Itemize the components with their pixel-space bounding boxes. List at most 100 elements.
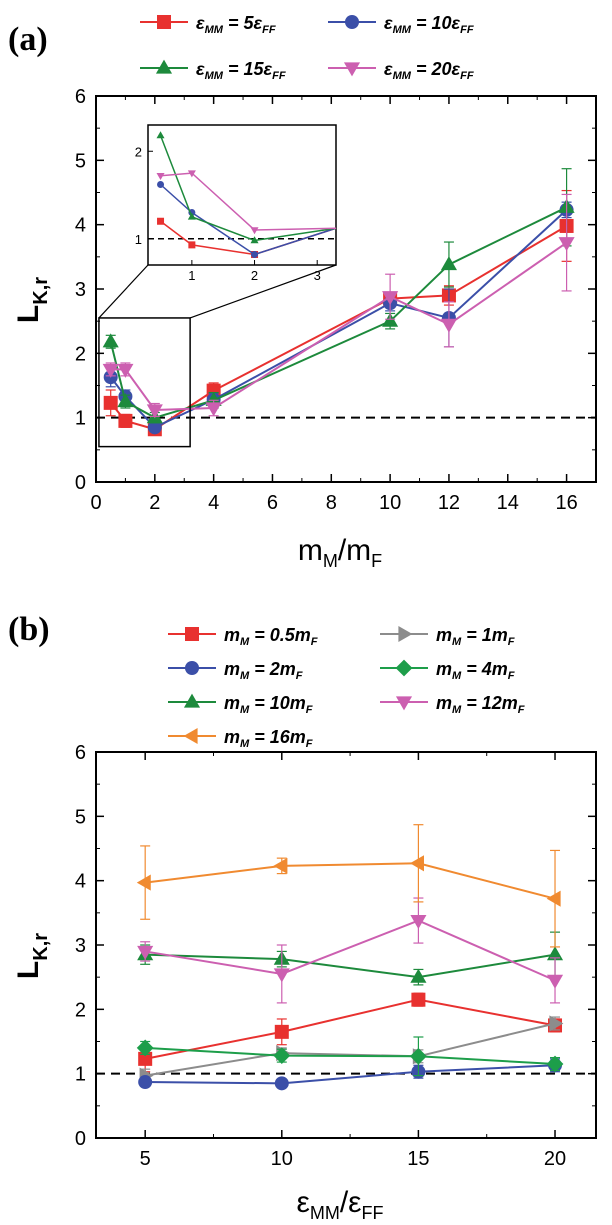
y-tick-label: 4 bbox=[75, 871, 86, 893]
y-tick-label: 5 bbox=[75, 806, 86, 828]
x-tick-label: 6 bbox=[267, 492, 278, 514]
panel-label-a: (a) bbox=[8, 21, 48, 58]
series-line bbox=[145, 1064, 556, 1085]
series-4 bbox=[102, 193, 575, 419]
legend-item: εMM = 20εFF bbox=[328, 59, 474, 82]
y-tick-label: 1 bbox=[75, 1064, 86, 1086]
y-tick-label: 3 bbox=[75, 279, 86, 301]
x-tick-label: 20 bbox=[544, 1148, 566, 1170]
data-point bbox=[410, 1047, 427, 1065]
series-line bbox=[145, 1046, 556, 1066]
x-tick-label: 2 bbox=[149, 492, 160, 514]
x-tick-label: 0 bbox=[90, 492, 101, 514]
x-tick-label: 10 bbox=[271, 1148, 293, 1170]
inset-y-tick-label: 1 bbox=[135, 232, 142, 247]
data-point bbox=[546, 946, 564, 961]
inset-data-point bbox=[188, 241, 196, 249]
inset-data-point bbox=[156, 131, 165, 139]
legend-marker bbox=[185, 627, 199, 641]
data-point bbox=[205, 402, 222, 417]
x-tick-label: 4 bbox=[208, 492, 219, 514]
y-tick-label: 1 bbox=[75, 408, 86, 430]
legend-marker bbox=[155, 59, 173, 74]
y-tick-label: 5 bbox=[75, 150, 86, 172]
legend-marker bbox=[343, 62, 361, 77]
legend-label: mM = 16mF bbox=[224, 727, 313, 750]
legend-item: mM = 10mF bbox=[168, 693, 313, 716]
legend-item: mM = 16mF bbox=[168, 727, 313, 750]
inset-data-point bbox=[157, 181, 165, 188]
data-point bbox=[146, 404, 163, 419]
legend-item: mM = 1mF bbox=[380, 625, 515, 648]
legend-item: mM = 2mF bbox=[168, 659, 303, 682]
y-tick-label: 2 bbox=[75, 999, 86, 1021]
legend-label: εMM = 15εFF bbox=[196, 59, 286, 82]
legend-b: mM = 0.5mF mM = 1mF mM = 2mF mM = 4mF mM = 1… bbox=[168, 625, 525, 750]
legend-marker bbox=[185, 661, 199, 675]
series-line bbox=[144, 998, 556, 1060]
x-axis-label: mM/mF bbox=[298, 534, 382, 571]
data-point bbox=[273, 968, 290, 983]
data-point bbox=[410, 914, 427, 929]
legend-label: mM = 12mF bbox=[436, 693, 525, 716]
data-point bbox=[546, 890, 561, 907]
series-line bbox=[145, 862, 556, 900]
inset-data-point bbox=[156, 172, 165, 180]
data-point bbox=[118, 413, 133, 428]
legend-item: εMM = 5εFF bbox=[140, 13, 276, 36]
data-point bbox=[138, 1051, 153, 1066]
data-point bbox=[382, 291, 399, 306]
data-point bbox=[410, 855, 425, 872]
zoom-connector bbox=[189, 264, 337, 319]
inset: 1 2 3 1 2 bbox=[135, 124, 337, 283]
inset-data-point bbox=[187, 212, 196, 220]
data-point bbox=[273, 1047, 291, 1065]
legend-marker bbox=[395, 696, 413, 711]
data-point bbox=[546, 1055, 564, 1073]
data-point bbox=[136, 1039, 154, 1057]
x-tick-label: 15 bbox=[407, 1148, 429, 1170]
legend-item: εMM = 10εFF bbox=[328, 13, 474, 36]
inset-series-line bbox=[159, 135, 337, 242]
data-point bbox=[274, 1024, 289, 1039]
y-tick-label: 4 bbox=[75, 215, 86, 237]
data-point bbox=[558, 237, 575, 252]
data-point bbox=[117, 393, 134, 408]
series-line bbox=[145, 953, 556, 979]
legend-marker bbox=[395, 659, 413, 677]
series-4 bbox=[136, 1036, 564, 1077]
legend-item: εMM = 15εFF bbox=[140, 59, 286, 82]
y-tick-label: 6 bbox=[75, 86, 86, 108]
legend-marker bbox=[345, 15, 359, 29]
inset-x-tick-label: 2 bbox=[251, 268, 258, 283]
legend-label: mM = 0.5mF bbox=[224, 625, 318, 648]
legend-item: mM = 0.5mF bbox=[168, 625, 318, 648]
legend-label: εMM = 20εFF bbox=[384, 59, 474, 82]
legend-label: mM = 4mF bbox=[436, 659, 515, 682]
legend-marker bbox=[183, 693, 201, 708]
y-tick-label: 0 bbox=[75, 1128, 86, 1150]
data-point bbox=[440, 256, 457, 271]
data-point bbox=[410, 968, 427, 983]
x-axis-label: εMM/εFF bbox=[296, 1186, 383, 1223]
series-line bbox=[145, 919, 556, 982]
y-tick-label: 3 bbox=[75, 935, 86, 957]
inset-data-point bbox=[250, 227, 259, 235]
data-point bbox=[411, 992, 426, 1007]
x-tick-label: 10 bbox=[379, 492, 401, 514]
legend-label: εMM = 5εFF bbox=[196, 13, 276, 36]
series-6 bbox=[137, 897, 564, 1004]
data-point bbox=[147, 420, 162, 435]
data-point bbox=[136, 874, 151, 891]
legend-item: mM = 4mF bbox=[380, 659, 515, 682]
series-line bbox=[145, 1022, 556, 1077]
data-point bbox=[205, 391, 222, 406]
series-5 bbox=[137, 931, 564, 986]
y-tick-label: 2 bbox=[75, 343, 86, 365]
inset-data-point bbox=[157, 217, 165, 225]
inset-y-tick-label: 2 bbox=[135, 144, 142, 159]
legend-item: mM = 12mF bbox=[380, 693, 525, 716]
